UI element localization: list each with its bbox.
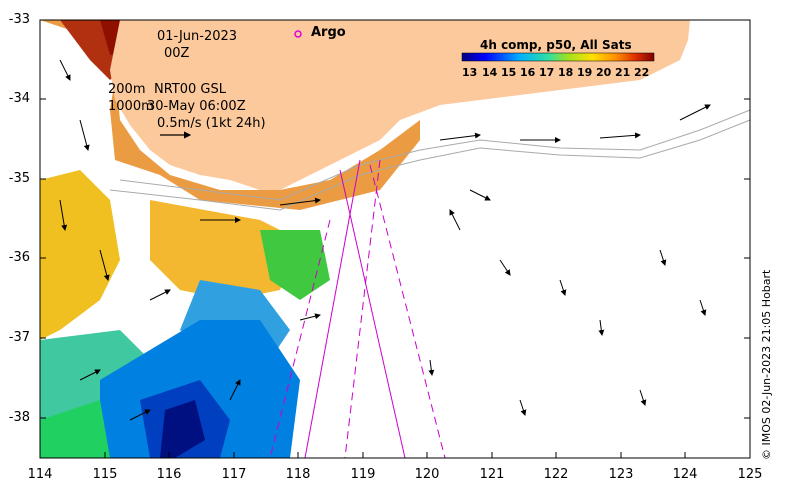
argo-marker (294, 30, 302, 38)
colorbar-tick: 19 (577, 66, 593, 79)
x-tick-marks (39, 452, 751, 458)
colorbar (461, 52, 655, 62)
y-tick-label: -36 (8, 250, 30, 265)
colorbar-title: 4h comp, p50, All Sats (480, 38, 632, 52)
y-tick-label: -35 (8, 171, 30, 186)
x-tick-label: 124 (672, 467, 698, 482)
colorbar-tick: 17 (539, 66, 555, 79)
credit-text: © IMOS 02-Jun-2023 21:05 Hobart (760, 269, 773, 460)
x-tick-label: 114 (27, 467, 53, 482)
colorbar-tick: 13 (462, 66, 478, 79)
altimetry-date: 30-May 06:00Z (147, 99, 246, 114)
y-tick-label: -33 (8, 12, 30, 27)
colorbar-tick: 22 (634, 66, 650, 79)
x-tick-label: 116 (156, 467, 182, 482)
sst-layer (40, 20, 420, 458)
x-tick-label: 115 (92, 467, 118, 482)
depth-label-1000m: 1000m (108, 99, 154, 114)
x-tick-label: 125 (737, 467, 763, 482)
map-time: 00Z (164, 46, 190, 61)
colorbar-tick: 20 (596, 66, 612, 79)
colorbar-tick: 21 (615, 66, 631, 79)
colorbar-tick: 18 (558, 66, 574, 79)
depth-contour-200m (119, 109, 751, 201)
altimetry-label: NRT00 GSL (154, 82, 226, 97)
y-tick-marks (40, 19, 750, 419)
satellite-tracks (269, 159, 446, 459)
x-tick-label: 123 (608, 467, 634, 482)
land-mass (110, 20, 690, 190)
argo-label: Argo (311, 25, 346, 40)
x-tick-label: 119 (350, 467, 376, 482)
depth-contour-1000m (109, 119, 751, 211)
velocity-arrows (59, 59, 711, 421)
y-tick-label: -37 (8, 330, 30, 345)
depth-label-200m: 200m (108, 82, 146, 97)
x-tick-label: 117 (221, 467, 247, 482)
x-tick-label: 118 (285, 467, 311, 482)
velocity-scale-label: 0.5m/s (1kt 24h) (157, 116, 266, 131)
colorbar-tick: 14 (482, 66, 498, 79)
plot-frame (39, 19, 751, 459)
map-date: 01-Jun-2023 (157, 29, 238, 44)
colorbar-tick: 15 (501, 66, 517, 79)
x-tick-label: 120 (414, 467, 440, 482)
x-tick-label: 121 (479, 467, 505, 482)
colorbar-tick: 16 (520, 66, 536, 79)
y-tick-label: -34 (8, 91, 30, 106)
x-tick-label: 122 (543, 467, 569, 482)
y-tick-label: -38 (8, 410, 30, 425)
